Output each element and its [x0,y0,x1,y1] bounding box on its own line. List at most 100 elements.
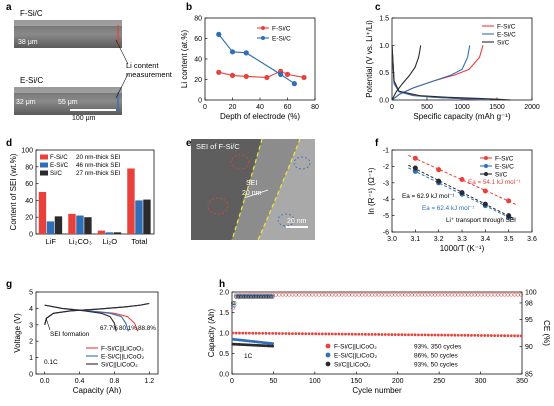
chart-h: h 0 50 100 150 200 250 300 350 0.0 0.5 1.0 1.5 2.0 Cyc… [207,279,551,395]
x-tick-label-g: 0.8 [110,378,120,385]
ce-point-h [343,292,348,297]
bar-d [127,168,135,234]
capacity-point-h [509,334,513,338]
ce-point-h [400,292,404,297]
legend-f-2-marker [484,172,488,176]
y-tick-label-d: 0 [29,232,33,239]
ce-point-h [310,292,315,297]
capacity-point-h [297,332,301,336]
legend-b-0-label: F-Si/C [272,26,291,33]
capacity-point-h [377,333,381,336]
capacity-point-h [476,334,480,337]
y2-axis-label-h: CE (%) [542,320,551,346]
legend-f-2-label: Si/C [495,172,508,179]
x-tick-label-c: 500 [421,104,433,111]
capacity-point-h [489,334,493,337]
sem-current-collector-top [14,20,122,26]
ce-point-h [456,292,461,297]
y-tick-label-d: 80 [25,164,33,171]
ce-point-h [269,295,273,299]
data-point-b [284,71,291,77]
legend-d-2-swatch [40,170,48,176]
capacity-point-h [301,332,304,336]
tem-sei-arrow [243,189,269,199]
capacity-point-h [423,333,427,337]
y-tick-label-f: -3 [383,180,389,187]
y2-tick-label-h: 98 [525,300,533,307]
x-tick-label-f: 3.5 [504,236,514,243]
ce-point-h [300,292,305,297]
data-point-f [436,167,442,173]
bar-d [46,221,55,234]
x-tick-label-b: 80 [311,104,319,111]
legend-d-1-swatch [40,162,48,168]
y-axis-label-b: Li content (at.%) [180,30,189,89]
tem-sei-label: SEI [246,180,257,187]
capacity-point-h [390,333,394,336]
capacity-point-h [513,334,516,338]
ce-point-h [284,292,288,297]
x-tick-label-h: 150 [350,378,362,385]
lattice-region-4 [293,156,311,170]
y-tick-label-g: 3 [29,322,33,329]
legend-g-1-label: E-Si/C||LiCoO₂ [101,354,145,361]
legend-d-2-name: Si/C [50,170,62,177]
capacity-point-h [274,332,278,335]
annotation-transport: Li⁺ transport through SEI [446,217,516,224]
panel-letter-a: a [6,2,12,13]
capacity-point-h [397,333,400,337]
capacity-point-h [486,334,490,337]
ce-point-h [293,292,298,297]
ce-point-h [320,292,325,297]
legend-b-1-marker [261,36,265,40]
capacity-point-h [420,333,424,337]
ce-point-h [376,292,381,297]
capacity-point-h [304,332,308,336]
legend-h-1-name: E-Si/C||LiCoO₂ [334,353,378,360]
capacity-point-h [453,333,457,337]
panel-e: e SEI of F-Si/C SEI 20 nm 20 nm [186,138,315,240]
x-tick-label-c: 0 [390,104,394,111]
x-axis-label-f: 1000/T (K⁻¹) [440,244,485,253]
bar-d [113,232,122,234]
x-tick-label-f: 3.0 [387,236,397,243]
ce-point-h [436,292,441,297]
x-tick-label-h: 250 [433,378,445,385]
tem-core-region [191,139,262,240]
data-point-f [412,155,418,161]
data-point-f [412,165,418,171]
capacity-point-h [350,332,354,336]
ce-point-h [469,292,474,297]
ce-point-h [396,292,401,297]
ce-point-h [409,292,414,297]
bar-d [84,217,92,234]
capacity-point-h [417,333,420,337]
ce-point-h [433,292,437,297]
tem-sei-thickness: 20 nm [242,190,262,197]
capacity-point-h [334,332,337,336]
y-tick-label-g: 5 [29,290,33,297]
ce-point-h [230,306,235,311]
annotation-sei-formation: SEI formation [50,331,90,338]
tem-outer-region [258,139,315,240]
ce-point-h [492,292,497,297]
capacity-point-h [440,333,444,337]
ce-point-h [390,292,394,297]
ce-point-h [230,303,235,308]
x-tick-label-b: 60 [284,104,292,111]
label-fsic-cross-section: F-Si/C [20,9,43,18]
ce-point-h [502,292,507,297]
bar-d [38,192,47,234]
ce-point-h [297,292,301,297]
capacity-point-h [271,344,274,348]
plot-frame-g [35,291,159,375]
curve-c-2-charge [391,45,422,101]
y-tick-label-h: 2.0 [219,290,229,297]
ce-point-h [366,292,371,297]
x-tick-label-f: 3.3 [457,236,467,243]
capacity-point-h [291,332,294,335]
chart-f: f 3.0 3.1 3.2 3.3 3.4 3.5 3.6 -6 -5 -4 -3 -2 -1 1000/T… [367,138,537,253]
capacity-point-h [344,332,347,336]
annotation-measurement: measurement [126,70,173,79]
capacity-point-h [466,333,470,337]
